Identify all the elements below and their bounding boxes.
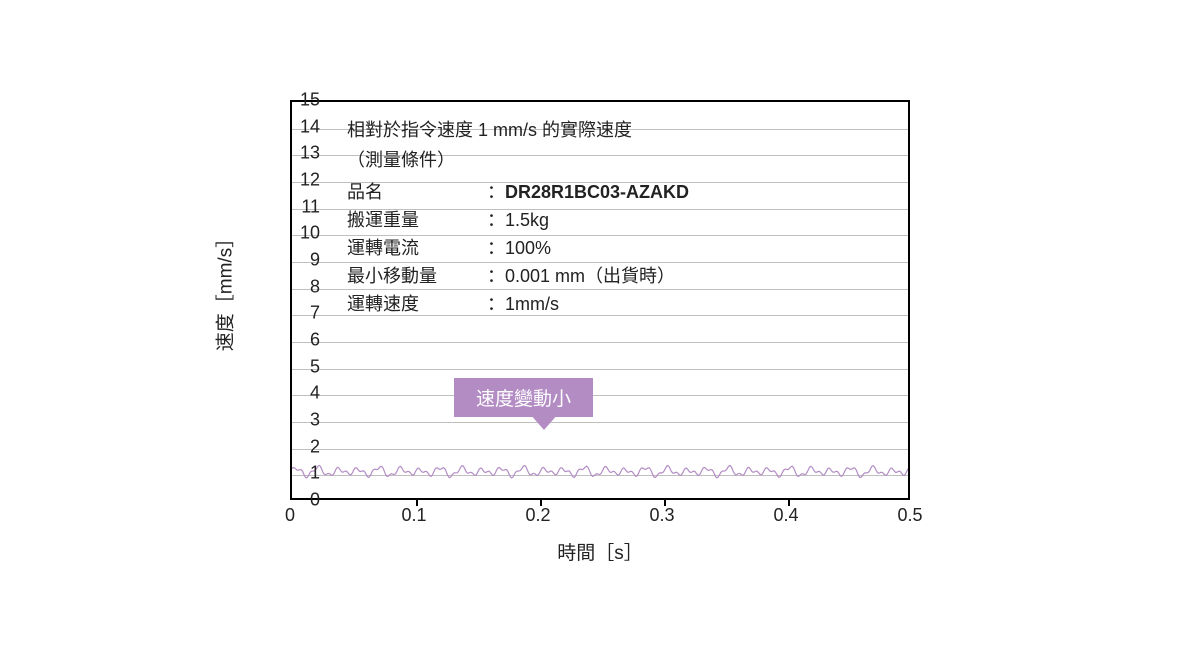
overlay-row-label: 運轉電流 [347,234,419,260]
grid-line [292,395,908,396]
y-tick-label: 7 [290,303,320,324]
y-tick-label: 15 [290,90,320,111]
overlay-row-label: 最小移動量 [347,262,437,288]
overlay-condition: （測量條件） [347,146,455,172]
grid-line [292,369,908,370]
overlay-row-value: ：100% [487,234,551,260]
callout-arrow-icon [530,414,558,430]
overlay-row-value: ：DR28R1BC03-AZAKD [487,178,689,204]
y-tick-label: 10 [290,223,320,244]
y-tick-label: 11 [290,196,320,217]
y-axis-label: 速度［mm/s］ [211,229,238,351]
plot-area: 相對於指令速度 1 mm/s 的實際速度 （測量條件） 品名 ：DR28R1BC0… [290,100,910,500]
overlay-row-label: 運轉速度 [347,290,419,316]
y-tick-label: 1 [290,463,320,484]
callout-text: 速度變動小 [476,389,571,410]
grid-line [292,422,908,423]
overlay-row-value: ：1.5kg [487,206,549,232]
y-tick-label: 4 [290,383,320,404]
y-tick-label: 8 [290,276,320,297]
x-tick-label: 0.3 [642,505,682,526]
y-tick-label: 5 [290,356,320,377]
x-tick-label: 0.2 [518,505,558,526]
overlay-row-label: 品名 [347,178,383,204]
chart-container: 速度［mm/s］ 時間［s］ 相對於指令速度 1 mm/s 的實際速度 （測量條… [230,90,950,590]
overlay-row-label: 搬運重量 [347,206,419,232]
callout-box: 速度變動小 [454,378,593,417]
y-tick-label: 2 [290,436,320,457]
y-tick-label: 12 [290,170,320,191]
y-tick-label: 3 [290,410,320,431]
grid-line [292,449,908,450]
overlay-row-value: ：0.001 mm（出貨時） [487,262,675,288]
y-tick-label: 9 [290,250,320,271]
grid-line [292,475,908,476]
x-tick-label: 0.5 [890,505,930,526]
x-tick-label: 0.4 [766,505,806,526]
x-tick-label: 0 [270,505,310,526]
y-tick-label: 6 [290,330,320,351]
y-tick-label: 13 [290,143,320,164]
x-axis-label: 時間［s］ [557,538,643,565]
y-tick-label: 14 [290,116,320,137]
x-tick-label: 0.1 [394,505,434,526]
overlay-row-value: ：1mm/s [487,290,559,316]
grid-line [292,342,908,343]
overlay-title: 相對於指令速度 1 mm/s 的實際速度 [347,116,632,142]
